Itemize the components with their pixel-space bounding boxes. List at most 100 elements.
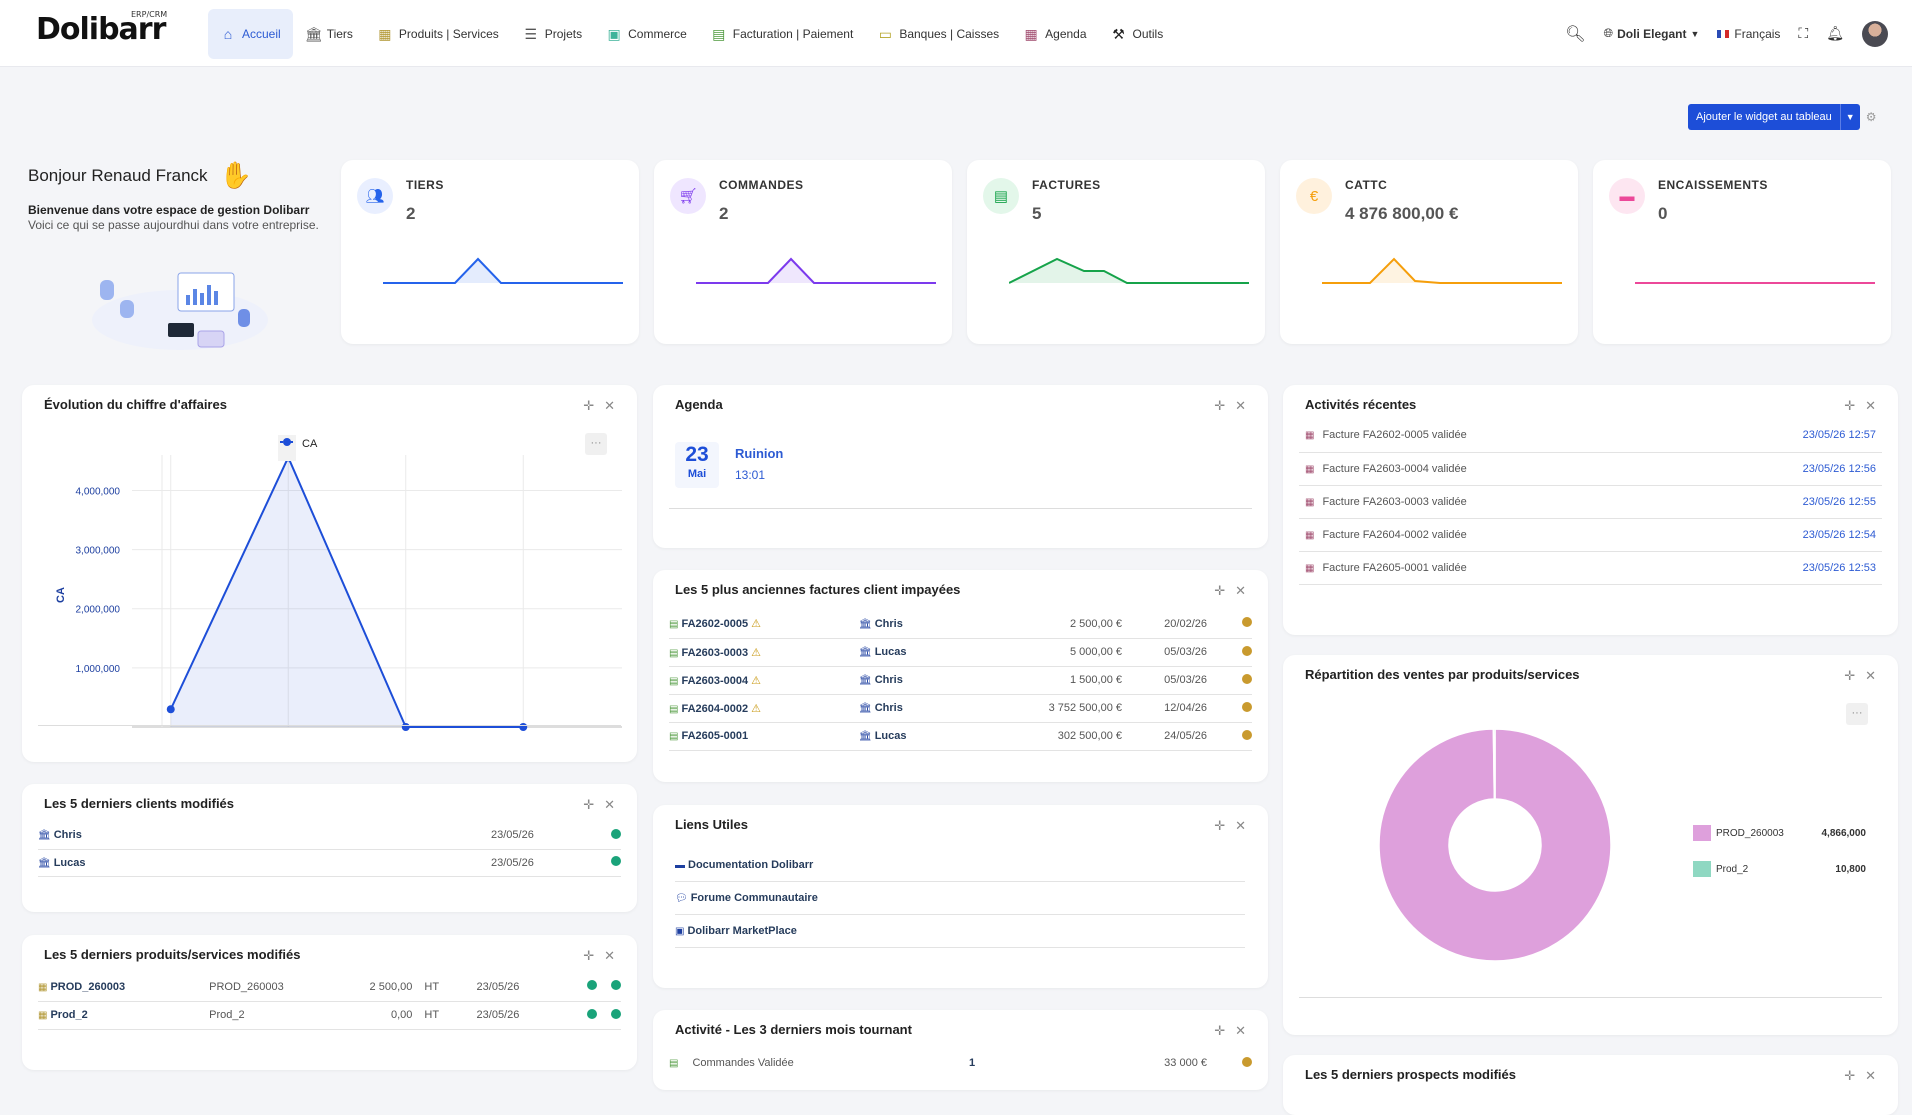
client-name-link[interactable]: Chris xyxy=(874,617,903,630)
add-widget-dropdown-toggle[interactable]: ▼ xyxy=(1839,104,1860,130)
table-row[interactable]: 🏛︎ Lucas 23/05/26 xyxy=(38,849,621,876)
kpi-card-commandes[interactable]: 🛒︎ COMMANDES 2 xyxy=(654,160,952,344)
dolibarr-logo[interactable]: Dolibarr ERP/CRM xyxy=(36,10,167,47)
client-name-link[interactable]: Lucas xyxy=(874,646,907,658)
close-icon[interactable]: ✕ xyxy=(1865,1068,1876,1083)
add-widget-button[interactable]: Ajouter le widget au tableau xyxy=(1688,104,1840,130)
link-item[interactable]: ▣ Dolibarr MarketPlace xyxy=(675,915,1245,948)
invoice-ref-link[interactable]: FA2602-0005 xyxy=(681,618,749,631)
gear-icon[interactable]: ⚙ xyxy=(1865,110,1877,124)
last-clients-widget: Les 5 derniers clients modifiés ✛ ✕ 🏛︎ Chr… xyxy=(22,784,637,912)
client-name-link[interactable]: Chris xyxy=(874,674,903,686)
table-row[interactable]: ▦ Facture FA2602-0005 validée 23/05/26 12:… xyxy=(1299,419,1882,452)
legend-swatch xyxy=(1693,861,1711,877)
nav-item-5[interactable]: ▤ Facturation | Paiement xyxy=(699,9,866,59)
chart-menu-button[interactable]: ··· xyxy=(585,433,607,455)
table-row[interactable]: 🏛︎ Chris 23/05/26 xyxy=(38,822,621,849)
table-row[interactable]: ▤ Commandes Validée 1 33 000 € xyxy=(669,1050,1252,1076)
client-name-link[interactable]: Chris xyxy=(53,829,82,842)
bell-icon[interactable]: 🔔︎ xyxy=(1826,25,1844,41)
nav-item-0[interactable]: ⌂ Accueil xyxy=(208,9,293,59)
donut-chart xyxy=(1378,728,1612,962)
move-icon[interactable]: ✛ xyxy=(1844,668,1856,683)
client-name-link[interactable]: Lucas xyxy=(53,856,86,869)
invoice-ref-link[interactable]: FA2603-0003 xyxy=(681,646,749,659)
product-price: 2 500,00 xyxy=(369,980,413,993)
legend-item[interactable]: PROD_260003 4,866,000 xyxy=(1693,815,1866,851)
nav-item-6[interactable]: ▭ Banques | Caisses xyxy=(865,9,1011,59)
kpi-card-cattc[interactable]: € CATTC 4 876 800,00 € xyxy=(1280,160,1578,344)
unpaid-table: ▤ FA2602-0005 ⚠ 🏛︎ Chris 2 500,00 €20/02/26 ▤… xyxy=(669,610,1252,751)
move-icon[interactable]: ✛ xyxy=(583,797,595,812)
link-item[interactable]: 💬︎ Forume Communautaire xyxy=(675,882,1245,915)
legend-item[interactable]: Prod_2 10,800 xyxy=(1693,851,1866,887)
table-row[interactable]: ▦ Facture FA2604-0002 validée 23/05/26 12:… xyxy=(1299,518,1882,551)
move-icon[interactable]: ✛ xyxy=(1844,1068,1856,1083)
series-line-ca xyxy=(169,454,524,728)
move-icon[interactable]: ✛ xyxy=(1844,398,1856,413)
agenda-event-title[interactable]: Ruinion xyxy=(735,446,784,461)
kpi-value: 0 xyxy=(1658,204,1668,223)
client-cell: 🏛︎ Chris xyxy=(859,666,1009,694)
product-ref-link[interactable]: PROD_260003 xyxy=(50,980,126,993)
invoice-ref-link[interactable]: FA2604-0002 xyxy=(681,702,749,715)
activity-cell: ▦ Facture FA2604-0002 validée xyxy=(1299,518,1695,551)
kpi-card-encaissements[interactable]: ▬ ENCAISSEMENTS 0 xyxy=(1593,160,1891,344)
invoice-icon: ▤ xyxy=(669,731,679,742)
language-selector[interactable]: Français xyxy=(1717,27,1780,41)
invoice-ref-link[interactable]: FA2603-0004 xyxy=(681,674,749,687)
legend-name: Prod_2 xyxy=(1716,863,1749,875)
table-row[interactable]: ▦ Facture FA2603-0004 validée 23/05/26 12:… xyxy=(1299,452,1882,485)
close-icon[interactable]: ✕ xyxy=(604,797,615,812)
search-icon[interactable]: 🔍︎ xyxy=(1565,25,1586,43)
close-icon[interactable]: ✕ xyxy=(1865,398,1876,413)
table-row[interactable]: ▤ FA2603-0004 ⚠ 🏛︎ Chris 1 500,00 €05/03/26 xyxy=(669,666,1252,694)
fullscreen-icon[interactable]: ⛶ xyxy=(1798,25,1809,41)
status-dot-buy xyxy=(611,1008,621,1019)
link-label[interactable]: Documentation Dolibarr xyxy=(688,859,814,871)
move-icon[interactable]: ✛ xyxy=(1214,1023,1226,1038)
nav-item-3[interactable]: ☰ Projets xyxy=(511,9,594,59)
chart-menu-button[interactable]: ··· xyxy=(1846,703,1868,725)
table-row[interactable]: ▤ FA2602-0005 ⚠ 🏛︎ Chris 2 500,00 €20/02/26 xyxy=(669,610,1252,638)
table-row[interactable]: ▦ Facture FA2605-0001 validée 23/05/26 12:… xyxy=(1299,551,1882,584)
nav-item-2[interactable]: ▦ Produits | Services xyxy=(365,9,511,59)
close-icon[interactable]: ✕ xyxy=(1235,1023,1246,1038)
table-row[interactable]: ▤ FA2604-0002 ⚠ 🏛︎ Chris 3 752 500,00 €12/04… xyxy=(669,694,1252,722)
link-label[interactable]: Forume Communautaire xyxy=(690,892,818,904)
invoice-ref-link[interactable]: FA2605-0001 xyxy=(681,730,749,742)
nav-item-7[interactable]: ▦ Agenda xyxy=(1011,9,1098,59)
tasks-icon: ☰ xyxy=(524,26,538,42)
table-row[interactable]: ▦ PROD_260003 PROD_260003 2 500,00 HT 23/05/2… xyxy=(38,973,621,1001)
client-name-link[interactable]: Chris xyxy=(874,702,903,714)
table-row[interactable]: ▦ Prod_2 Prod_2 0,00 HT 23/05/26 xyxy=(38,1001,621,1029)
close-icon[interactable]: ✕ xyxy=(1235,583,1246,598)
nav-item-4[interactable]: ▣ Commerce xyxy=(594,9,699,59)
client-name-link[interactable]: Lucas xyxy=(874,730,907,742)
kpi-card-tiers[interactable]: 👥︎ TIERS 2 xyxy=(341,160,639,344)
close-icon[interactable]: ✕ xyxy=(1235,398,1246,413)
move-icon[interactable]: ✛ xyxy=(583,948,595,963)
table-row[interactable]: ▤ FA2603-0003 ⚠ 🏛︎ Lucas 5 000,00 €05/03/26 xyxy=(669,638,1252,666)
kpi-sparkline xyxy=(1635,282,1875,284)
table-row[interactable]: ▦ Facture FA2603-0003 validée 23/05/26 12:… xyxy=(1299,485,1882,518)
close-icon[interactable]: ✕ xyxy=(1865,668,1876,683)
product-ref-link[interactable]: Prod_2 xyxy=(50,1009,88,1021)
nav-item-1[interactable]: 🏛︎ Tiers xyxy=(293,9,365,59)
move-icon[interactable]: ✛ xyxy=(1214,583,1226,598)
kpi-card-factures[interactable]: ▤ FACTURES 5 xyxy=(967,160,1265,344)
nav-label: Tiers xyxy=(326,27,353,41)
close-icon[interactable]: ✕ xyxy=(1235,818,1246,833)
move-icon[interactable]: ✛ xyxy=(583,398,595,413)
table-row[interactable]: ▤ FA2605-0001 🏛︎ Lucas 302 500,00 €24/05/26 xyxy=(669,722,1252,750)
close-icon[interactable]: ✕ xyxy=(604,948,615,963)
avatar[interactable] xyxy=(1862,20,1888,47)
entity-selector[interactable]: 🌐︎ Doli Elegant ▼ xyxy=(1604,26,1700,41)
move-icon[interactable]: ✛ xyxy=(1214,398,1226,413)
invoice-icon: ▤ xyxy=(669,703,679,715)
link-label[interactable]: Dolibarr MarketPlace xyxy=(687,925,797,937)
close-icon[interactable]: ✕ xyxy=(604,398,615,413)
nav-item-8[interactable]: ⚒ Outils xyxy=(1099,9,1176,59)
move-icon[interactable]: ✛ xyxy=(1214,818,1226,833)
link-item[interactable]: ▬ Documentation Dolibarr xyxy=(675,849,1245,882)
